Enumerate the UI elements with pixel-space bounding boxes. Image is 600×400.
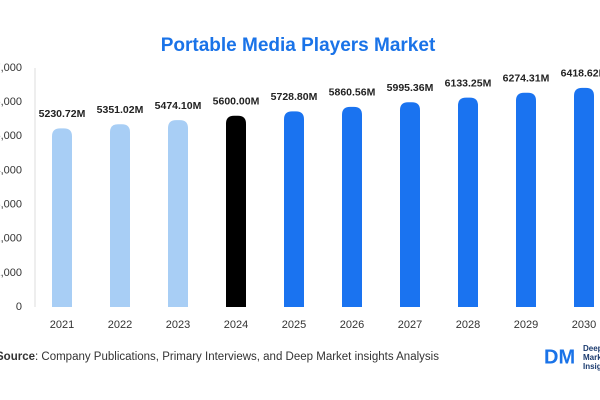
y-tick-label: 5,000 [0,130,22,142]
bar [458,97,478,307]
x-tick-label: 2029 [514,319,538,331]
value-label: 5728.80M [271,91,318,103]
y-tick-label: 7,000 [0,62,22,74]
source-note: Source: Company Publications, Primary In… [0,351,439,363]
bar [400,102,420,308]
logo-line: Market [583,353,600,362]
bar [574,87,594,307]
logo-line: Insights [583,362,600,371]
value-label: 5860.56M [329,87,376,99]
y-tick-label: 0 [16,301,22,313]
bar [226,115,246,307]
x-tick-label: 2022 [108,319,132,331]
y-tick-label: 2,000 [0,233,22,245]
logo-mark: DM [544,346,575,368]
y-tick-label: 3,000 [0,198,22,210]
value-label: 5995.36M [387,82,434,94]
x-tick-label: 2025 [282,319,306,331]
y-tick-label: 1,000 [0,267,22,279]
value-label: 5351.02M [97,104,144,116]
x-tick-label: 2023 [166,319,190,331]
bar [52,128,72,307]
bar [284,111,304,307]
bar [110,124,130,307]
value-label: 6133.25M [445,77,492,89]
value-label: 5474.10M [155,100,202,112]
value-label: 5600.00M [213,96,260,108]
x-tick-label: 2024 [224,319,248,331]
bar [168,120,188,307]
chart-title: Portable Media Players Market [161,35,436,56]
y-tick-label: 4,000 [0,164,22,176]
bar [342,106,362,307]
value-label: 6274.31M [503,73,550,85]
bar [516,92,536,307]
x-tick-label: 2027 [398,319,422,331]
logo-line: Deep [583,344,600,353]
x-tick-label: 2028 [456,319,480,331]
value-label: 6418.62M [561,68,600,80]
x-tick-label: 2021 [50,319,74,331]
y-tick-label: 6,000 [0,96,22,108]
source-text: : Company Publications, Primary Intervie… [35,351,439,363]
x-tick-label: 2026 [340,319,364,331]
x-tick-label: 2030 [572,319,596,331]
value-label: 5230.72M [39,108,86,120]
source-label: Source [0,351,35,363]
